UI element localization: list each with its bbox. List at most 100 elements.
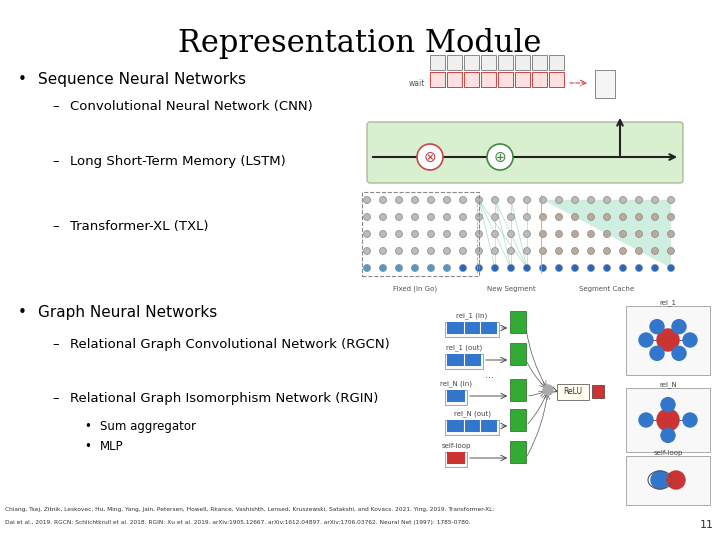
Circle shape [508,247,515,254]
Circle shape [603,265,611,272]
Circle shape [487,144,513,170]
Bar [447,72,462,87]
Text: rel_N (out): rel_N (out) [454,410,490,417]
Bar [445,354,483,369]
Circle shape [652,247,659,254]
Circle shape [508,265,515,272]
Circle shape [636,247,642,254]
Circle shape [636,231,642,238]
Bar [549,72,564,87]
Text: rel_1 (out): rel_1 (out) [446,345,482,351]
Circle shape [539,265,546,272]
Circle shape [364,197,371,204]
Circle shape [603,247,611,254]
Circle shape [379,247,387,254]
Bar [510,379,526,401]
Circle shape [539,213,546,220]
Circle shape [428,231,434,238]
Text: Segment Cache: Segment Cache [580,286,634,292]
Bar [498,72,513,87]
Text: self-loop: self-loop [653,450,683,456]
Bar [445,452,467,467]
Circle shape [459,197,467,204]
Text: rel_N: rel_N [659,381,677,388]
Bar [447,452,465,464]
Circle shape [636,197,642,204]
Circle shape [364,247,371,254]
Circle shape [412,231,418,238]
Circle shape [444,265,451,272]
Circle shape [639,333,653,347]
Circle shape [412,247,418,254]
Text: –: – [52,392,58,405]
Circle shape [417,144,443,170]
Circle shape [539,197,546,204]
Circle shape [523,213,531,220]
Circle shape [459,213,467,220]
Text: ReLU: ReLU [564,388,582,396]
Text: rel_N (in): rel_N (in) [440,380,472,387]
Bar [362,192,479,276]
Circle shape [556,231,562,238]
Text: •: • [18,305,27,320]
Bar [464,55,479,70]
Circle shape [539,231,546,238]
Circle shape [572,197,578,204]
Circle shape [379,213,387,220]
Circle shape [459,265,467,272]
Circle shape [492,231,498,238]
Circle shape [364,265,371,272]
Circle shape [492,197,498,204]
Text: Relational Graph Convolutional Network (RGCN): Relational Graph Convolutional Network (… [70,338,390,351]
Bar [532,72,547,87]
Bar [464,72,479,87]
Text: 11: 11 [700,520,714,530]
Text: Transformer-XL (TXL): Transformer-XL (TXL) [70,220,209,233]
Polygon shape [543,200,671,268]
Text: Dai et al., 2019. RGCN: Schlichtkrull et al. 2018. RGIN: Xu et al. 2019. arXiv:1: Dai et al., 2019. RGCN: Schlichtkrull et… [5,520,471,525]
Circle shape [492,213,498,220]
Circle shape [543,385,553,395]
Circle shape [651,471,669,489]
Circle shape [539,247,546,254]
Bar [510,311,526,333]
Circle shape [444,213,451,220]
Text: –: – [52,338,58,351]
Circle shape [492,265,498,272]
Circle shape [661,428,675,442]
Circle shape [412,197,418,204]
Circle shape [395,231,402,238]
Text: Representation Module: Representation Module [179,28,541,59]
Bar [498,55,513,70]
Circle shape [657,329,679,351]
Circle shape [619,197,626,204]
Circle shape [639,413,653,427]
Bar [445,390,467,405]
Circle shape [603,197,611,204]
Circle shape [683,413,697,427]
Circle shape [395,247,402,254]
Circle shape [444,231,451,238]
Circle shape [364,213,371,220]
Circle shape [657,409,679,431]
Bar [447,322,497,334]
Bar [515,55,530,70]
Circle shape [652,231,659,238]
Circle shape [619,265,626,272]
Bar [447,420,497,432]
Circle shape [523,247,531,254]
Circle shape [572,231,578,238]
Circle shape [523,197,531,204]
Bar [510,343,526,365]
FancyBboxPatch shape [626,388,710,452]
Bar [447,55,462,70]
Circle shape [508,213,515,220]
Circle shape [588,231,595,238]
Circle shape [444,247,451,254]
Circle shape [475,265,482,272]
Bar [447,354,481,366]
FancyBboxPatch shape [557,384,589,400]
Circle shape [603,213,611,220]
Circle shape [588,265,595,272]
Bar [515,72,530,87]
